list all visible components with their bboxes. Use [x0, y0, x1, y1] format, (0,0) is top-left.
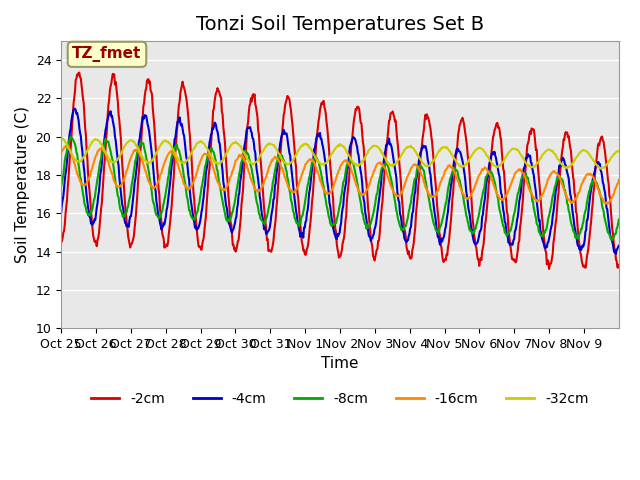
-16cm [58, 150, 65, 156]
-4cm [429, 200, 437, 206]
-32cm [226, 144, 234, 150]
-8cm [58, 183, 65, 189]
-8cm [253, 202, 261, 207]
-2cm [545, 266, 553, 272]
-16cm [398, 189, 406, 195]
-16cm [615, 177, 623, 183]
Line: -16cm: -16cm [61, 145, 619, 204]
-16cm [226, 176, 234, 181]
X-axis label: Time: Time [321, 356, 359, 372]
-32cm [253, 158, 261, 164]
Title: Tonzi Soil Temperatures Set B: Tonzi Soil Temperatures Set B [196, 15, 484, 34]
Text: TZ_fmet: TZ_fmet [72, 47, 141, 62]
-8cm [124, 205, 131, 211]
Line: -32cm: -32cm [61, 138, 619, 169]
-2cm [398, 199, 406, 204]
-2cm [275, 177, 282, 182]
-4cm [124, 222, 131, 228]
-4cm [226, 223, 234, 228]
-2cm [76, 70, 83, 75]
-8cm [226, 217, 234, 223]
-32cm [598, 166, 605, 172]
Legend: -2cm, -4cm, -8cm, -16cm, -32cm: -2cm, -4cm, -8cm, -16cm, -32cm [86, 386, 594, 412]
-8cm [67, 134, 74, 140]
-16cm [275, 158, 282, 164]
-32cm [58, 136, 65, 142]
-32cm [429, 157, 437, 163]
-4cm [71, 106, 79, 112]
-4cm [398, 226, 406, 232]
Line: -8cm: -8cm [61, 137, 619, 240]
Line: -4cm: -4cm [61, 109, 619, 254]
-8cm [609, 237, 616, 243]
-16cm [253, 187, 261, 192]
-32cm [58, 135, 66, 141]
-8cm [398, 226, 406, 232]
-8cm [429, 220, 437, 226]
-16cm [63, 143, 70, 148]
-8cm [615, 216, 623, 222]
-2cm [124, 224, 131, 229]
-2cm [58, 238, 65, 244]
-2cm [615, 262, 623, 268]
-8cm [275, 154, 282, 160]
-32cm [275, 151, 282, 156]
-2cm [253, 114, 261, 120]
Y-axis label: Soil Temperature (C): Soil Temperature (C) [15, 106, 30, 263]
Line: -2cm: -2cm [61, 72, 619, 269]
-2cm [226, 210, 234, 216]
-4cm [612, 251, 620, 257]
-16cm [124, 167, 131, 172]
-16cm [604, 201, 611, 206]
-4cm [253, 171, 261, 177]
-16cm [429, 194, 437, 200]
-2cm [429, 155, 437, 161]
-4cm [58, 210, 65, 216]
-32cm [124, 140, 131, 145]
-32cm [398, 151, 406, 156]
-4cm [275, 151, 282, 156]
-32cm [615, 148, 623, 154]
-4cm [615, 243, 623, 249]
